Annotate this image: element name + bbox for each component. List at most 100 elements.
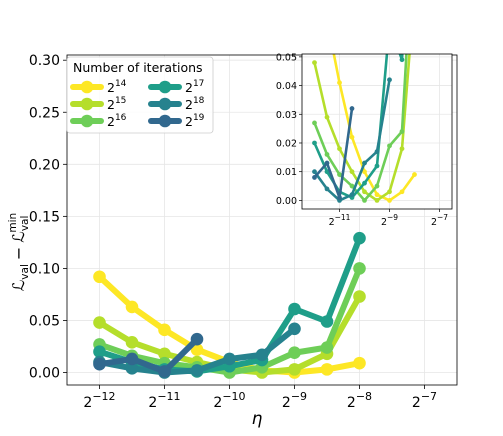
legend-title: Number of iterations — [73, 60, 203, 75]
inset-x-tick-label: 2−11 — [329, 213, 351, 228]
inset-data-point — [374, 192, 380, 198]
legend-label: 215 — [107, 96, 126, 112]
x-axis-label: η — [252, 409, 263, 429]
legend-entry-2-19: 219 — [148, 113, 205, 129]
main-data-point — [353, 290, 366, 303]
main-x-tick-label: 2−9 — [282, 390, 307, 411]
main-data-point — [158, 365, 171, 378]
inset-y-tick-label: 0.01 — [276, 167, 297, 178]
legend-marker — [158, 80, 172, 94]
inset-data-point — [362, 197, 367, 203]
inset-data-point — [374, 163, 380, 169]
inset-data-point — [412, 172, 417, 177]
main-data-point — [158, 323, 171, 337]
legend-label: 214 — [107, 79, 127, 95]
legend-entry-2-17: 217 — [148, 79, 204, 95]
inset-data-point — [312, 60, 317, 66]
inset-plot-frame — [301, 53, 453, 210]
main-data-point — [255, 348, 269, 362]
main-data-point — [288, 302, 301, 316]
inset-data-point — [324, 169, 330, 175]
inset-data-point — [349, 134, 355, 140]
main-data-point — [190, 364, 204, 377]
inset-y-tick-label: 0.02 — [276, 138, 297, 149]
main-y-tick-label: 0.25 — [29, 105, 60, 121]
main-data-point — [320, 341, 334, 354]
inset-series-2-19 — [312, 106, 355, 200]
main-series — [93, 231, 366, 379]
inset-data-point — [399, 146, 405, 152]
inset-ticks: 2−11 2−9 2−7 0.00 0.01 0.02 0.03 0.04 0.05 — [276, 52, 448, 228]
inset-data-point — [387, 189, 392, 195]
inset-data-point — [312, 169, 317, 175]
inset-data-point — [387, 77, 392, 83]
main-series-2-19 — [93, 332, 204, 378]
svg-text:ℒval−ℒvalmin: ℒval−ℒvalmin — [7, 213, 31, 291]
main-data-point — [288, 363, 301, 376]
inset-data-point — [374, 183, 380, 189]
main-data-point — [320, 363, 334, 376]
inset-series-2-14 — [332, 54, 417, 203]
main-x-tick-label: 2−7 — [412, 390, 437, 411]
main-y-tick-label: 0.30 — [29, 53, 60, 69]
legend-label: 217 — [185, 79, 204, 95]
main-data-point — [93, 345, 106, 358]
inset-data-point — [362, 180, 367, 186]
legend-entry-2-15: 215 — [70, 96, 126, 112]
inset-data-point — [324, 186, 330, 192]
y-axis-label: ℒval−ℒvalmin — [7, 213, 31, 291]
inset-data-point — [362, 160, 367, 166]
main-data-point — [353, 356, 366, 370]
legend-box — [66, 56, 214, 134]
main-data-point — [125, 336, 139, 349]
main-series-2-18 — [93, 322, 301, 379]
main-plot-frame — [66, 54, 458, 386]
legend-entry-2-18: 218 — [148, 96, 205, 112]
inset-data-point — [312, 140, 317, 146]
inset-data-point — [337, 80, 342, 86]
inset-data-point — [337, 172, 342, 177]
inset-data-point — [399, 57, 405, 63]
main-data-point — [158, 347, 171, 361]
main-data-point — [190, 332, 204, 346]
inset-y-tick-label: 0.03 — [276, 110, 297, 121]
inset-data-point — [337, 195, 342, 200]
inset-data-point — [387, 143, 392, 149]
legend-marker — [158, 97, 172, 111]
main-data-point — [93, 357, 106, 371]
main-x-tick-label: 2−8 — [347, 390, 372, 411]
inset-data-point — [324, 152, 330, 157]
main-y-tick-label: 0.05 — [29, 313, 60, 329]
y-label-minus: − — [9, 247, 28, 260]
inset-data-point — [312, 120, 317, 126]
main-x-tick-label: 2−12 — [83, 390, 115, 411]
y-label-main: ℒ — [9, 280, 28, 292]
main-data-point — [125, 362, 139, 375]
main-data-point — [288, 322, 301, 336]
inset-data-point — [349, 106, 355, 111]
inset-y-tick-label: 0.04 — [276, 81, 297, 92]
legend-entry-2-16: 216 — [70, 113, 127, 129]
inset-series-line — [313, 107, 354, 199]
main-data-point — [125, 352, 139, 366]
main-data-point — [288, 346, 301, 360]
main-data-point — [353, 262, 366, 275]
legend-marker — [80, 97, 94, 111]
inset-x-tick-label: 2−7 — [431, 213, 448, 228]
inset-data-point — [324, 160, 330, 166]
legend-marker — [80, 80, 94, 94]
inset-y-tick-label: 0.05 — [276, 52, 297, 63]
inset-data-point — [337, 146, 342, 152]
legend-marker — [158, 114, 172, 128]
legend-label: 216 — [107, 113, 127, 129]
inset-plot: 2−11 2−9 2−7 0.00 0.01 0.02 0.03 0.04 0.05 — [276, 52, 453, 228]
inset-series-2-16 — [312, 54, 408, 203]
inset-data-point — [374, 197, 380, 203]
legend-label: 218 — [185, 96, 205, 112]
main-data-point — [320, 315, 334, 328]
inset-data-point — [399, 129, 405, 134]
y-label-sub1: val — [19, 264, 31, 280]
inset-data-point — [387, 197, 392, 203]
